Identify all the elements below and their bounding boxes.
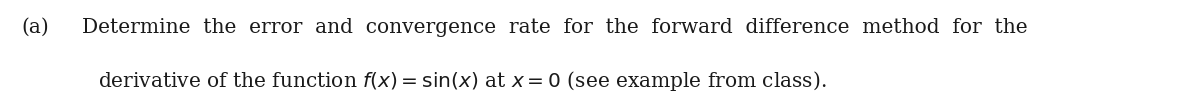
Text: (a): (a) bbox=[22, 18, 49, 37]
Text: derivative of the function $f(x) = \sin(x)$ at $x = 0$ (see example from class).: derivative of the function $f(x) = \sin(… bbox=[98, 69, 827, 93]
Text: Determine  the  error  and  convergence  rate  for  the  forward  difference  me: Determine the error and convergence rate… bbox=[82, 18, 1027, 37]
